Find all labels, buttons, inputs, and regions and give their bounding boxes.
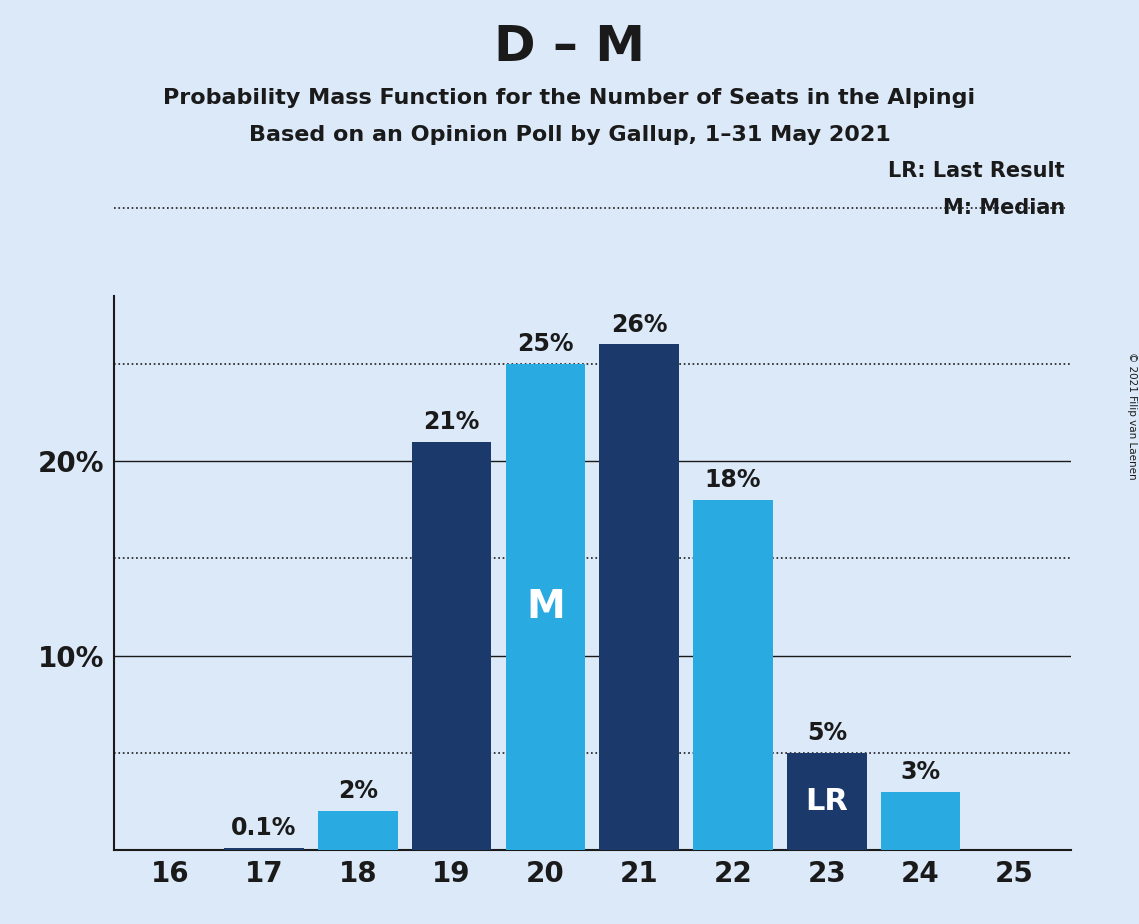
Bar [880,792,960,850]
Text: Based on an Opinion Poll by Gallup, 1–31 May 2021: Based on an Opinion Poll by Gallup, 1–31… [248,125,891,145]
Text: 3%: 3% [901,760,941,784]
Text: Probability Mass Function for the Number of Seats in the Alpingi: Probability Mass Function for the Number… [163,88,976,108]
Text: 0.1%: 0.1% [231,816,296,840]
Text: LR: LR [805,787,849,816]
Text: M: M [526,588,565,626]
Text: 2%: 2% [338,779,378,803]
Text: D – M: D – M [494,23,645,71]
Text: 25%: 25% [517,332,574,356]
Text: LR: Last Result: LR: Last Result [888,161,1065,181]
Bar [224,848,304,850]
Bar [694,500,773,850]
Text: 26%: 26% [611,312,667,336]
Text: M: Median: M: Median [943,198,1065,218]
Bar [411,442,491,850]
Bar [506,364,585,850]
Bar [787,753,867,850]
Text: © 2021 Filip van Laenen: © 2021 Filip van Laenen [1126,352,1137,480]
Text: 18%: 18% [705,468,761,492]
Bar [318,811,398,850]
Text: 21%: 21% [424,409,480,433]
Bar [599,345,679,850]
Text: 5%: 5% [806,721,846,745]
